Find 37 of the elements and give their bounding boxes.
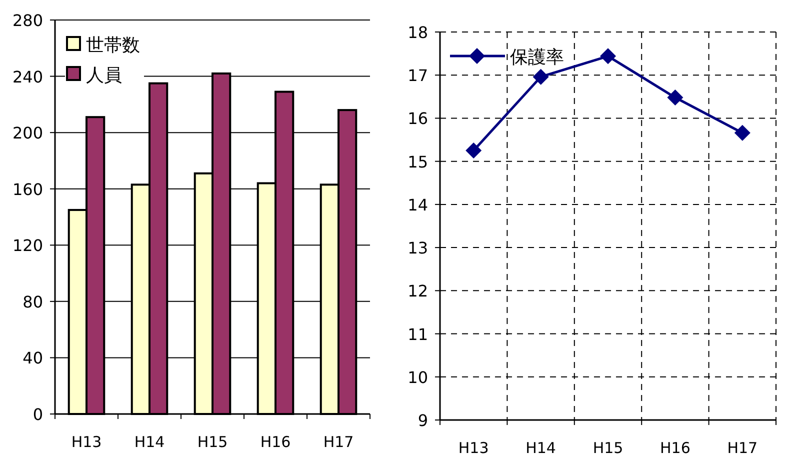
y-tick-label: 9 [418, 411, 428, 430]
y-tick-label: 0 [32, 405, 43, 424]
x-tick-label: H17 [323, 433, 354, 451]
y-tick-label: 120 [12, 236, 43, 256]
point [600, 48, 616, 64]
y-tick-label: 200 [12, 124, 43, 143]
x-tick-label: H13 [71, 433, 102, 451]
x-tick-label: H15 [592, 439, 624, 457]
y-tick-label: 40 [22, 348, 43, 368]
x-tick-label: H13 [458, 439, 489, 457]
y-tick-label: 160 [12, 180, 43, 199]
point [667, 90, 684, 106]
x-tick-label: H17 [727, 439, 758, 457]
y-tick-label: 80 [22, 292, 43, 312]
y-tick-label: 240 [12, 67, 43, 86]
y-tick-label: 14 [408, 195, 428, 214]
legend-label: 人員 [86, 65, 122, 86]
y-tick-label: 18 [408, 23, 428, 42]
point [532, 68, 549, 85]
y-tick-label: 280 [12, 11, 43, 30]
y-tick-label: 13 [408, 238, 428, 258]
y-tick-label: 12 [408, 282, 428, 301]
x-tick-label: H16 [260, 433, 291, 451]
legend-label: 世帯数 [86, 35, 140, 56]
x-tick-label: H14 [526, 439, 556, 457]
x-tick-label: H14 [134, 433, 165, 451]
point [734, 124, 750, 141]
y-tick-label: 15 [408, 152, 428, 172]
x-tick-label: H15 [197, 433, 228, 451]
y-tick-label: 11 [408, 324, 428, 344]
x-tick-label: H16 [660, 439, 690, 457]
y-tick-label: 10 [408, 368, 428, 387]
y-tick-label: 17 [408, 66, 428, 86]
point [466, 142, 482, 159]
y-tick-label: 16 [408, 109, 428, 128]
legend: 保護率 [450, 47, 564, 68]
legend-label: 保護率 [510, 47, 564, 68]
